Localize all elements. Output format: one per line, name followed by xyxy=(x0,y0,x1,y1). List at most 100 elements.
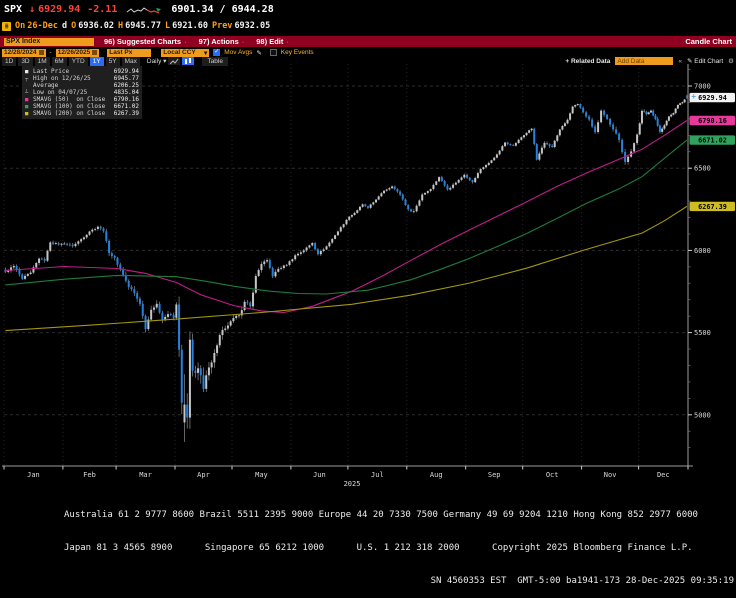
price-field-select[interactable]: Last Px xyxy=(107,48,152,57)
pencil-icon: ✎ xyxy=(687,58,693,65)
key-events-checkbox[interactable] xyxy=(269,49,277,56)
y-tick-label: 6500 xyxy=(694,165,711,173)
date-to-value: 12/26/2025 xyxy=(57,49,91,56)
tab-6m[interactable]: 6M xyxy=(51,56,67,66)
price-badge-value: 6671.02 xyxy=(698,137,727,145)
y-tick-label: 5000 xyxy=(694,411,711,419)
right-tools: + Related Data « ✎ Edit Chart ⚙ xyxy=(565,57,734,65)
legend-row: ■ SMAVG (100) on Close 6671.02 xyxy=(25,103,139,110)
candle-chart-icon[interactable] xyxy=(182,57,195,65)
menu-actions[interactable]: 97) Actions · xyxy=(198,37,245,46)
candles-layer xyxy=(4,94,688,442)
calendar-icon[interactable] xyxy=(92,50,98,55)
mov-avgs-label: Mov Avgs xyxy=(224,49,253,56)
open-value: 6936.02 xyxy=(78,21,115,31)
legend-row: ┬ High on 12/26/25 6945.77 xyxy=(25,75,139,82)
tab-3d[interactable]: 3D xyxy=(18,56,33,66)
tab-1m[interactable]: 1M xyxy=(34,56,50,66)
table-button[interactable]: Table xyxy=(202,56,228,66)
month-label: May xyxy=(255,471,268,479)
y-tick-label: 5500 xyxy=(694,329,711,337)
period-tabs: 1D 3D 1M 6M YTD 1Y 5Y Max xyxy=(2,56,140,66)
line-chart-icon[interactable] xyxy=(168,57,181,65)
period-bar: 1D 3D 1M 6M YTD 1Y 5Y Max Daily ▾ Table + Relat… xyxy=(0,56,736,66)
moving-averages-layer xyxy=(5,120,688,332)
annotation-icon[interactable]: ≣ xyxy=(2,21,11,31)
month-label: Jan xyxy=(27,471,40,479)
date-to-input[interactable]: 12/26/2025 xyxy=(55,48,100,57)
month-label: Oct xyxy=(546,471,559,479)
edit-chart-button[interactable]: ✎ Edit Chart xyxy=(687,57,723,65)
tab-max[interactable]: Max xyxy=(121,56,140,66)
footer-contacts-1: Australia 61 2 9777 8600 Brazil 5511 239… xyxy=(64,510,698,520)
price-badge xyxy=(689,92,735,103)
quote-header: SPX ↓ 6929.94 -2.11 6901.34 / 6944.28 xyxy=(4,2,274,17)
open-label: O xyxy=(71,21,77,31)
session-d: d xyxy=(61,21,68,31)
command-bar: 96) Suggested Charts· 97) Actions· 98) Edi… xyxy=(0,36,736,47)
tab-5y[interactable]: 5Y xyxy=(105,56,120,66)
month-label: Mar xyxy=(139,471,152,479)
date-separator: - xyxy=(49,49,52,56)
legend-row: ■ SMAVG (50) on Close 6790.16 xyxy=(25,96,139,103)
tab-1y[interactable]: 1Y xyxy=(89,56,104,66)
price-badge xyxy=(689,135,735,145)
gear-icon[interactable]: ⚙ xyxy=(728,58,734,65)
month-label: Aug xyxy=(430,471,443,479)
date-from-value: 12/28/2024 xyxy=(4,49,37,56)
terminal-footer: Australia 61 2 9777 8600 Brazil 5511 239… xyxy=(64,488,734,598)
date-from-input[interactable]: 12/28/2024 xyxy=(2,48,46,57)
chevron-down-icon: ▾ xyxy=(163,58,167,65)
collapse-chevron-icon[interactable]: « xyxy=(678,57,682,65)
last-price: 6929.94 xyxy=(38,4,81,15)
month-label: Dec xyxy=(657,471,670,479)
legend-row: ■ Last Price 6929.94 xyxy=(25,68,139,75)
high-label: H xyxy=(118,21,124,31)
ma-line xyxy=(5,205,688,332)
tab-ytd[interactable]: YTD xyxy=(68,56,88,66)
chart-legend: ■ Last Price 6929.94 ┬ High on 12/26/25 6945.… xyxy=(22,66,142,119)
ma-line xyxy=(5,139,688,295)
ma-line xyxy=(5,120,688,314)
price-badge xyxy=(689,115,735,126)
tab-1d[interactable]: 1D xyxy=(2,56,17,66)
currency-select[interactable]: Local CCY ▾ xyxy=(161,48,210,57)
direction-arrow-icon: ↓ xyxy=(29,4,36,15)
session-stats: ≣ On 26-Dec d O 6936.02 H 6945.77 L 6921… xyxy=(2,20,270,32)
menu-edit[interactable]: 98) Edit · xyxy=(256,37,289,46)
price-field-value: Last Px xyxy=(109,49,133,56)
bid-ask-range: 6901.34 / 6944.28 xyxy=(171,4,274,15)
security-input[interactable] xyxy=(4,37,94,46)
footer-session-info: SN 4560353 EST GMT-5:00 ba1941-173 28-De… xyxy=(430,576,734,586)
menu-suggested-charts[interactable]: 96) Suggested Charts · xyxy=(104,37,187,46)
prev-value: 6932.05 xyxy=(234,21,271,31)
currency-value: Local CCY xyxy=(163,49,196,56)
y-tick-label: 7000 xyxy=(694,83,711,91)
y-tick-label: 6000 xyxy=(694,247,711,255)
related-data-button[interactable]: + Related Data xyxy=(565,57,611,65)
calendar-icon[interactable] xyxy=(38,50,44,55)
axis-layer: 7000 6500 6000 5500 5000 Jan Feb Mar Apr May Jun Ju… xyxy=(2,64,711,488)
price-badge-value: 6267.39 xyxy=(698,203,727,211)
add-data-input[interactable] xyxy=(615,57,674,65)
legend-row: ■ SMAVG (200) on Close 6267.39 xyxy=(25,110,139,117)
legend-row: Average 6206.25 xyxy=(33,82,139,89)
month-label: Jun xyxy=(313,471,326,479)
price-badge-value: 6929.94 xyxy=(698,94,727,102)
grid-layer xyxy=(3,64,688,466)
price-chart[interactable]: 7000 6500 6000 5500 5000 Jan Feb Mar Apr May Jun Ju… xyxy=(0,0,736,530)
month-label: Sep xyxy=(488,471,501,479)
month-label: Feb xyxy=(83,471,96,479)
pencil-icon[interactable]: ✎ xyxy=(256,49,262,57)
year-label: 2025 xyxy=(344,480,361,488)
price-badge-value: 6790.16 xyxy=(698,117,727,125)
prev-label: Prev xyxy=(211,21,233,31)
mov-avgs-checkbox[interactable]: ✓ xyxy=(213,49,221,56)
edit-chart-label: Edit Chart xyxy=(694,58,724,65)
frequency-select[interactable]: Daily ▾ xyxy=(147,57,167,65)
price-change: -2.11 xyxy=(87,4,118,15)
month-label: Nov xyxy=(604,471,617,479)
chart-toolbar: 12/28/2024 - 12/26/2025 Last Px Local CC… xyxy=(0,48,736,57)
intraday-sparkline xyxy=(127,6,162,14)
low-label: L xyxy=(165,21,171,31)
